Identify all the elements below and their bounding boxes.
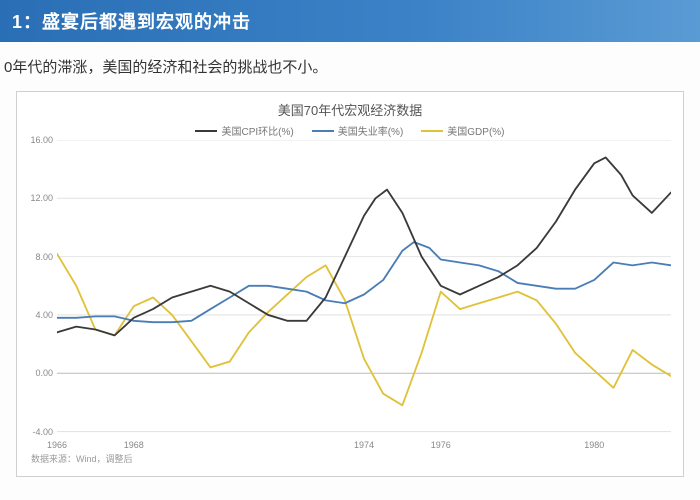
series-gdp <box>57 254 671 406</box>
chart-legend: 美国CPI环比(%) 美国失业率(%) 美国GDP(%) <box>29 123 671 138</box>
y-tick-label: 0.00 <box>29 368 53 378</box>
chart-source: 数据来源：Wind，调整后 <box>29 452 671 465</box>
y-tick-label: 8.00 <box>29 252 53 262</box>
legend-label: 美国失业率(%) <box>338 123 404 138</box>
y-tick-label: -4.00 <box>29 427 53 437</box>
y-tick-label: 12.00 <box>29 193 53 203</box>
macro-chart-container: 美国70年代宏观经济数据 美国CPI环比(%) 美国失业率(%) 美国GDP(%… <box>16 91 684 477</box>
x-tick-label: 1968 <box>124 440 144 450</box>
legend-swatch-cpi <box>195 130 217 132</box>
plot-area: -4.000.004.008.0012.0016.001966196819741… <box>57 140 671 448</box>
y-tick-label: 16.00 <box>29 135 53 145</box>
x-tick-label: 1976 <box>431 440 451 450</box>
legend-label: 美国CPI环比(%) <box>221 123 293 138</box>
section-subtitle: 0年代的滞涨，美国的经济和社会的挑战也不小。 <box>0 42 700 87</box>
chart-svg <box>57 140 671 448</box>
banner-title: 1：盛宴后都遇到宏观的冲击 <box>12 12 251 32</box>
legend-item-unemp: 美国失业率(%) <box>312 123 404 138</box>
legend-item-cpi: 美国CPI环比(%) <box>195 123 293 138</box>
series-cpi <box>57 157 671 335</box>
x-tick-label: 1974 <box>354 440 374 450</box>
y-tick-label: 4.00 <box>29 310 53 320</box>
legend-item-gdp: 美国GDP(%) <box>421 123 504 138</box>
section-banner: 1：盛宴后都遇到宏观的冲击 <box>0 0 700 42</box>
x-tick-label: 1980 <box>584 440 604 450</box>
legend-label: 美国GDP(%) <box>447 123 504 138</box>
x-tick-label: 1966 <box>47 440 67 450</box>
legend-swatch-gdp <box>421 130 443 132</box>
chart-title: 美国70年代宏观经济数据 <box>29 100 671 119</box>
legend-swatch-unemp <box>312 130 334 132</box>
